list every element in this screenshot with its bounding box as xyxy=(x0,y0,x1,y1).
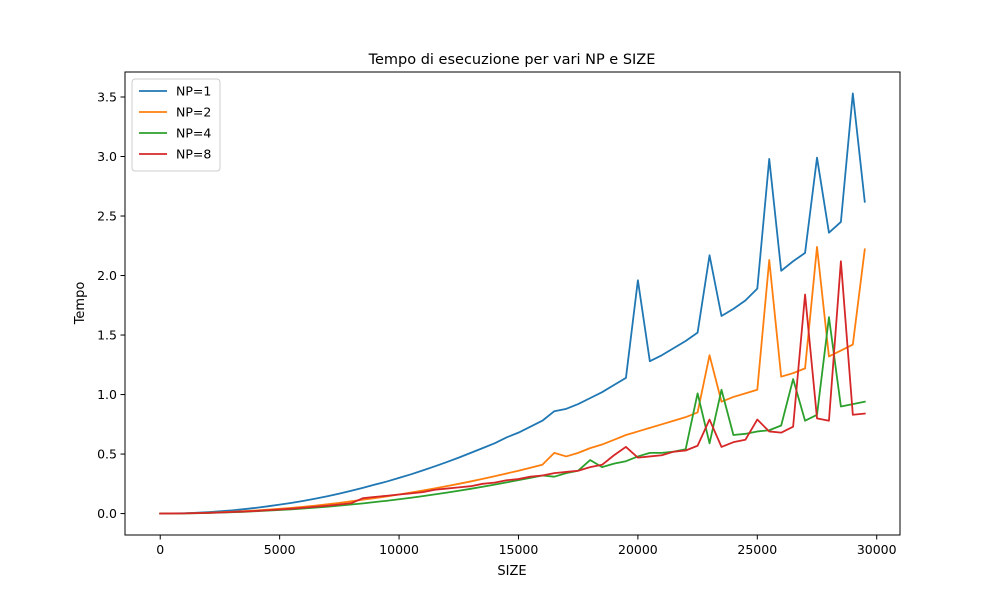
legend-label: NP=4 xyxy=(176,126,211,141)
chart-title: Tempo di esecuzione per vari NP e SIZE xyxy=(368,52,656,68)
y-tick-label: 0.5 xyxy=(97,447,117,462)
x-tick-label: 0 xyxy=(156,542,164,557)
y-tick-label: 0.0 xyxy=(97,506,117,521)
y-tick-label: 3.0 xyxy=(97,149,117,164)
legend-label: NP=1 xyxy=(176,84,211,99)
x-axis-label: SIZE xyxy=(497,564,526,579)
y-tick-label: 3.5 xyxy=(97,89,117,104)
series-line-np-1 xyxy=(159,92,866,515)
x-tick-label: 30000 xyxy=(857,542,897,557)
legend-label: NP=8 xyxy=(176,147,211,162)
y-tick-label: 1.5 xyxy=(97,328,117,343)
y-tick-label: 1.0 xyxy=(97,387,117,402)
plot-area xyxy=(159,92,866,515)
legend: NP=1 NP=2 NP=4 NP=8 xyxy=(131,78,221,172)
x-tick-label: 10000 xyxy=(379,542,419,557)
x-tick-label: 15000 xyxy=(499,542,539,557)
y-tick-label: 2.0 xyxy=(97,268,117,283)
y-axis-label: Tempo xyxy=(73,282,88,326)
x-tick-label: 25000 xyxy=(737,542,777,557)
x-tick-label: 20000 xyxy=(618,542,658,557)
series-line-np-8 xyxy=(159,260,866,515)
x-tick-label: 5000 xyxy=(264,542,296,557)
x-axis: 0 5000 10000 15000 20000 25000 30000 xyxy=(156,535,897,557)
y-axis: 0.0 0.5 1.0 1.5 2.0 2.5 3.0 3.5 xyxy=(97,89,125,521)
legend-box xyxy=(131,78,221,172)
legend-label: NP=2 xyxy=(176,105,211,120)
y-tick-label: 2.5 xyxy=(97,209,117,224)
axes-frame xyxy=(124,71,901,536)
